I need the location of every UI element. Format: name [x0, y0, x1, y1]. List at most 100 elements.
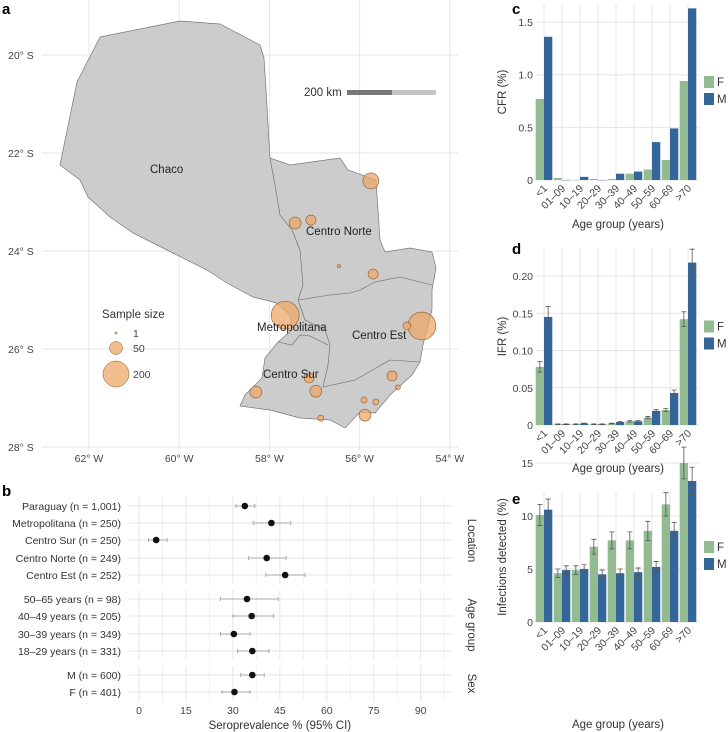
error-bar	[645, 416, 651, 420]
y-tick-label: 0	[527, 175, 533, 187]
legend-swatch-m	[704, 337, 714, 350]
estimate-point	[230, 630, 238, 638]
estimate-point	[268, 519, 275, 527]
forest-row-label: Paraguay (n = 1,001)	[22, 501, 121, 513]
x-axis-title: Age group (years)	[572, 719, 664, 731]
bar-f	[643, 169, 652, 180]
y-tick-label: 0.10	[513, 346, 534, 358]
bar-m	[688, 262, 697, 425]
estimate-point	[241, 502, 249, 510]
y-tick-label: 0.05	[513, 383, 534, 395]
sample-site-circle	[317, 414, 325, 422]
sample-site-circle	[362, 172, 380, 190]
facet-label: Sex	[465, 674, 477, 694]
map-lon-tick: 60° W	[165, 453, 194, 465]
forest-row-label: 18–29 years (n = 331)	[18, 646, 121, 658]
error-bar	[545, 498, 551, 521]
error-bar	[617, 568, 623, 578]
legend-swatch-f	[704, 541, 714, 553]
legend-swatch-f	[704, 320, 714, 333]
sample-site-circle	[372, 398, 380, 406]
legend-circle	[114, 331, 118, 335]
bar-m	[634, 572, 643, 622]
sample-site-circle	[305, 214, 317, 226]
y-axis-title: Infections detected (%)	[497, 498, 509, 616]
error-bar	[563, 565, 569, 575]
map-lon-tick: 54° W	[435, 453, 464, 465]
sample-site-circle	[360, 396, 368, 404]
y-tick-label: 1.5	[518, 17, 533, 29]
bar-f	[661, 410, 670, 425]
bar-f	[625, 540, 634, 622]
forest-row-label: Centro Est (n = 252)	[26, 570, 121, 582]
bar-m	[652, 142, 661, 180]
x-axis-title: Age group (years)	[572, 463, 664, 475]
bar-m	[580, 569, 589, 622]
panel-label-b: b	[2, 483, 11, 500]
region-label-chaco: Chaco	[150, 164, 183, 176]
estimate-point	[243, 595, 251, 603]
bar-f	[625, 421, 634, 425]
error-bar	[563, 423, 569, 426]
bar-m	[544, 36, 553, 181]
error-bar	[689, 248, 695, 277]
bar-f	[607, 540, 616, 622]
region-label-centro-norte: Centro Norte	[306, 226, 372, 238]
legend-label-m: M	[717, 339, 727, 351]
map-lat-tick: 24° S	[8, 246, 34, 258]
bar-f	[643, 530, 652, 622]
estimate-point	[249, 671, 256, 679]
region-label-centro-est: Centro Est	[352, 330, 407, 342]
error-bar	[545, 306, 551, 328]
error-bar	[671, 389, 677, 397]
facet-label: Location	[465, 519, 477, 562]
region-label-centro-sur: Centro Sur	[263, 369, 319, 381]
bar-f	[589, 178, 598, 180]
bar-m	[688, 8, 697, 181]
legend-circle	[109, 341, 123, 355]
forest-row-label: 50–65 years (n = 98)	[24, 594, 121, 606]
map-lat-tick: 22° S	[8, 148, 34, 160]
error-bar	[599, 569, 605, 579]
legend-label-f: F	[717, 77, 724, 89]
legend-label: 50	[133, 343, 145, 355]
error-bar	[573, 565, 579, 575]
bar-m	[616, 573, 625, 622]
error-bar	[681, 446, 687, 480]
forest-row-label: M (n = 600)	[67, 670, 121, 682]
bar-f	[607, 178, 616, 180]
legend-label: 1	[133, 328, 139, 340]
estimate-point	[263, 554, 271, 562]
error-bar	[635, 567, 641, 577]
y-tick-label: 0.5	[518, 122, 533, 134]
bar-m	[652, 410, 661, 425]
y-tick-label: 15	[521, 458, 533, 470]
sample-site-circle	[336, 264, 341, 269]
error-bar	[627, 531, 633, 550]
forest-row-label: Centro Norte (n = 249)	[16, 553, 121, 565]
legend-swatch-m	[704, 93, 714, 105]
error-bar	[609, 531, 615, 550]
legend-label-m: M	[717, 559, 727, 571]
sample-site-circle	[407, 311, 437, 341]
bar-f	[553, 573, 562, 622]
forest-row-label: Centro Sur (n = 250)	[25, 535, 121, 547]
error-bar	[555, 568, 561, 578]
map-panel: 20° S 22° S 24° S 26° S 28° S 62° W 60° W 58° W…	[8, 0, 464, 465]
y-tick-label: 0	[527, 420, 533, 432]
error-bar	[617, 421, 623, 423]
forest-row-label: 40–49 years (n = 205)	[18, 611, 121, 623]
scale-bar-light	[392, 90, 436, 95]
map-lon-tick: 58° W	[255, 453, 284, 465]
error-bar	[599, 423, 605, 426]
map-sites	[249, 172, 437, 422]
forest-x-title: Seroprevalence % (95% CI)	[209, 720, 352, 732]
error-bar	[653, 408, 659, 413]
bar-m	[652, 566, 661, 622]
error-bar	[573, 423, 579, 426]
scale-bar-dark	[347, 90, 392, 95]
forest-row-label: Metropolitana (n = 250)	[12, 518, 121, 530]
bar-m	[688, 481, 697, 622]
error-bar	[555, 423, 561, 426]
